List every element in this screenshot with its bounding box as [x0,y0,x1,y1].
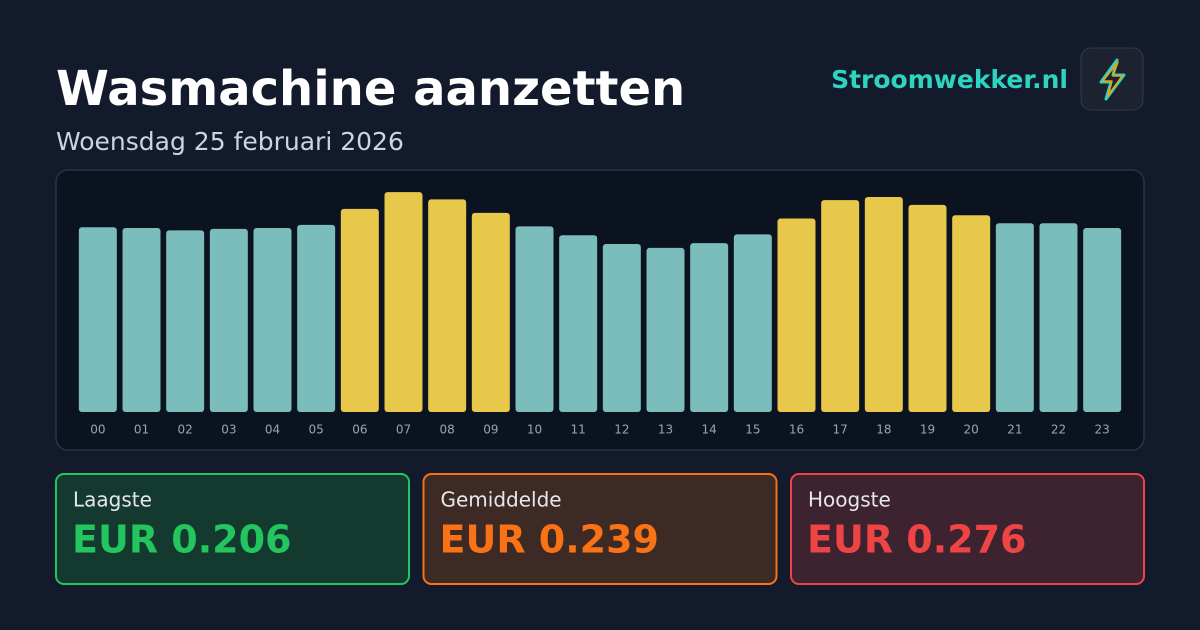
x-tick-label: 19 [920,423,935,437]
x-tick-label: 08 [440,423,455,437]
bar [908,204,947,412]
bar [122,228,161,412]
x-tick-label: 09 [483,423,498,437]
x-tick-label: 12 [614,423,629,437]
bar [297,224,336,412]
bar [1039,223,1078,412]
x-tick-label: 00 [90,423,105,437]
x-tick-label: 03 [221,423,236,437]
bar [646,247,685,412]
stat-label: Gemiddelde [441,488,562,512]
stat-card [790,473,1145,585]
x-tick-label: 06 [352,423,367,437]
bar [428,199,467,412]
x-tick-label: 22 [1051,423,1066,437]
x-tick-label: 07 [396,423,411,437]
bar [253,228,292,412]
title: Wasmachine aanzetten [56,61,685,117]
x-tick-label: 16 [789,423,804,437]
x-tick-label: 21 [1007,423,1022,437]
x-tick-label: 02 [178,423,193,437]
x-tick-label: 04 [265,423,280,437]
stat-card [422,473,778,585]
stat-card [55,473,410,585]
x-tick-label: 18 [876,423,891,437]
brand: Stroomwekker.nl [831,65,1068,94]
x-tick-label: 14 [702,423,717,437]
bar [340,208,379,412]
x-tick-label: 10 [527,423,542,437]
bar [821,200,860,412]
bar [384,192,423,412]
x-tick-label: 20 [964,423,979,437]
stat-label: Hoogste [808,488,891,512]
bar [995,223,1034,412]
x-tick-label: 13 [658,423,673,437]
stat-cards: Laagste EUR 0.206 Gemiddelde EUR 0.239 Hoogs… [55,473,1145,585]
bar [864,196,903,412]
bar [777,218,816,412]
stat-value: EUR 0.206 [72,518,292,562]
x-tick-label: 15 [745,423,760,437]
subtitle: Woensdag 25 februari 2026 [56,127,404,156]
bar [471,212,510,412]
bar [209,228,248,412]
x-tick-label: 05 [309,423,324,437]
bolt-glow [1102,61,1123,97]
bar [78,227,117,412]
stat-label: Laagste [73,488,152,512]
brand-icon [1080,47,1144,111]
bar [602,243,641,412]
x-tick-label: 23 [1095,423,1110,437]
bar [733,234,772,412]
bars: 00 01 02 03 04 05 06 07 08 09 10 11 12 13 14 15 16 17 18 19… [78,192,1122,437]
x-tick-label: 17 [833,423,848,437]
bar [166,230,205,412]
bar [690,243,729,412]
x-tick-label: 01 [134,423,149,437]
stat-value: EUR 0.276 [807,518,1027,562]
bar [1083,228,1122,412]
x-tick-label: 11 [571,423,586,437]
bar [952,215,991,412]
bar [559,235,598,412]
bar [515,226,554,412]
stat-value: EUR 0.239 [440,518,660,562]
